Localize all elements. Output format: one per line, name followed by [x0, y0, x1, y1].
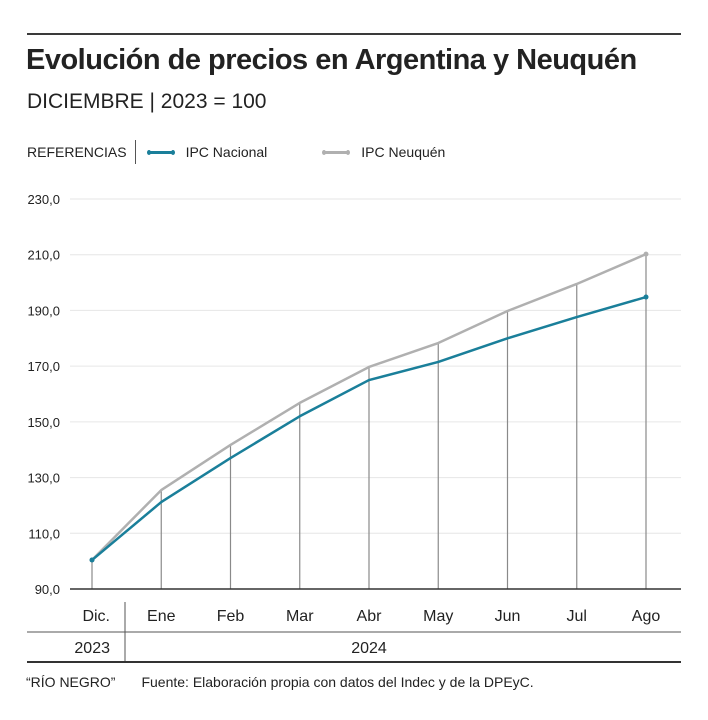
y-tick-label: 150,0 [27, 415, 60, 430]
y-tick-label: 190,0 [27, 303, 60, 318]
x-tick-label: Feb [217, 608, 245, 625]
x-tick-label: Jun [495, 608, 521, 625]
chart-title: Evolución de precios en Argentina y Neuq… [26, 44, 637, 76]
data-point [89, 557, 95, 563]
x-tick-label: Mar [286, 608, 314, 625]
legend-swatch-nacional-icon [146, 149, 175, 155]
legend: REFERENCIAS IPC Nacional IPC Neuquén [27, 140, 446, 164]
y-tick-label: 110,0 [28, 526, 60, 541]
footer-source: Fuente: Elaboración propia con datos del… [141, 674, 534, 690]
y-tick-label: 210,0 [27, 248, 60, 263]
footer-credit: “RÍO NEGRO” [26, 674, 116, 690]
legend-swatch-neuquen-icon [322, 149, 351, 155]
x-tick-label: Abr [357, 608, 383, 625]
series-line-ipc-nacional [91, 295, 647, 561]
legend-item-ipc-nacional: IPC Nacional [146, 144, 268, 160]
y-tick-label: 90,0 [35, 582, 60, 597]
legend-item-label: IPC Nacional [185, 144, 268, 160]
legend-item-ipc-neuquen: IPC Neuquén [322, 144, 446, 160]
legend-item-label: IPC Neuquén [361, 144, 446, 160]
y-tick-label: 130,0 [27, 471, 60, 486]
x-tick-label: Jul [567, 608, 587, 625]
x-tick-label: Ene [147, 608, 176, 625]
x-tick-label: Dic. [82, 608, 110, 625]
legend-label: REFERENCIAS [27, 144, 127, 160]
data-point [643, 251, 649, 257]
y-tick-label: 170,0 [27, 359, 60, 374]
year-label: 2023 [74, 640, 110, 657]
y-tick-label: 230,0 [27, 192, 60, 207]
year-label: 2024 [351, 640, 387, 657]
x-tick-label: Ago [632, 608, 661, 625]
x-tick-label: May [423, 608, 453, 625]
legend-separator [134, 140, 136, 164]
chart-subtitle: DICIEMBRE | 2023 = 100 [27, 90, 267, 113]
top-rule [27, 33, 681, 35]
series-line-ipc-neuquen [91, 253, 647, 561]
footer: “RÍO NEGRO” Fuente: Elaboración propia co… [26, 674, 534, 690]
data-point [643, 294, 649, 300]
